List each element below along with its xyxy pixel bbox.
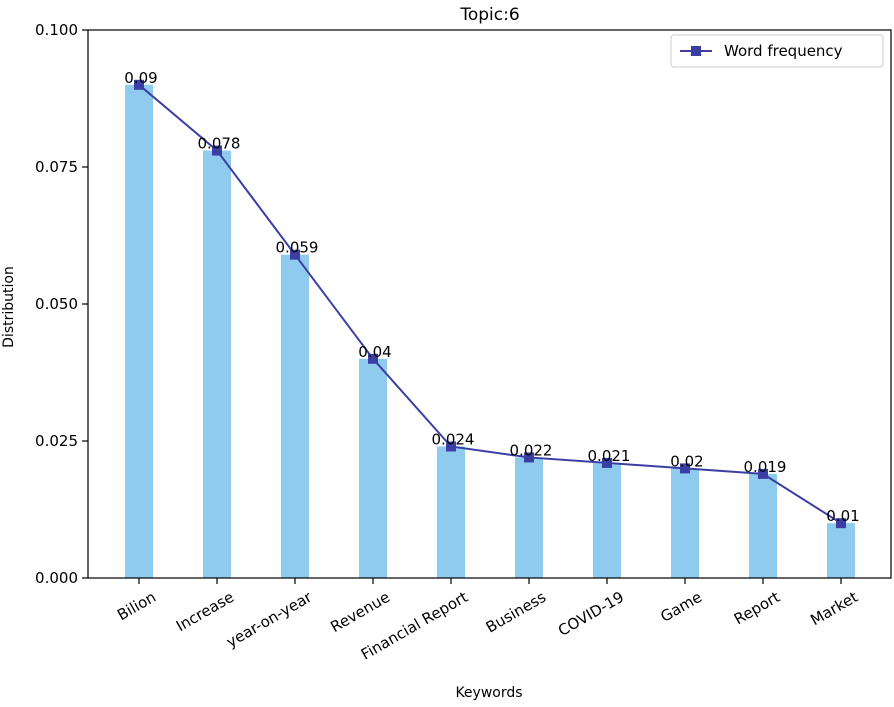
chart-title: Topic:6 xyxy=(459,5,519,25)
bars-group xyxy=(125,84,855,579)
series-point-8 xyxy=(758,468,768,479)
data-label-6: 0.021 xyxy=(588,447,631,465)
series-point-1 xyxy=(212,145,222,156)
bar-5 xyxy=(515,457,543,578)
series-point-7 xyxy=(680,463,690,474)
series-point-6 xyxy=(602,457,612,468)
data-label-4: 0.024 xyxy=(432,430,475,448)
y-tick-label-0: 0.000 xyxy=(35,569,78,587)
data-label-2: 0.059 xyxy=(276,239,319,257)
data-label-3: 0.04 xyxy=(358,343,391,361)
x-axis-title: Keywords xyxy=(455,685,522,701)
data-label-9: 0.01 xyxy=(826,507,859,525)
data-label-8: 0.019 xyxy=(744,458,787,476)
bar-1 xyxy=(203,150,231,578)
bar-4 xyxy=(437,446,465,578)
x-tick-label-8: Report xyxy=(731,588,783,629)
y-tick-label-2: 0.050 xyxy=(35,295,78,313)
series-point-5 xyxy=(524,452,534,463)
y-axis: 0.000 0.025 0.050 0.075 0.100 xyxy=(35,21,88,587)
x-tick-label-2: year-on-year xyxy=(223,587,315,651)
y-tick-label-4: 0.100 xyxy=(35,21,78,39)
data-labels-group: 0.09 0.078 0.059 0.04 0.024 0.022 0.021 0.02 0.0… xyxy=(124,69,859,525)
y-tick-label-1: 0.025 xyxy=(35,432,78,450)
y-tick-label-3: 0.075 xyxy=(35,158,78,176)
x-tick-label-3: Revenue xyxy=(327,588,393,636)
bar-8 xyxy=(749,473,777,578)
x-tick-label-0: Bilion xyxy=(114,588,159,624)
series-point-2 xyxy=(290,249,300,260)
x-tick-label-5: Business xyxy=(483,588,549,637)
series-point-0 xyxy=(134,79,144,90)
bar-2 xyxy=(281,254,309,578)
y-axis-title: Distribution xyxy=(1,266,17,348)
data-label-7: 0.02 xyxy=(670,452,703,470)
bar-9 xyxy=(827,523,855,578)
x-tick-label-6: COVID-19 xyxy=(555,588,627,640)
series-point-3 xyxy=(368,353,378,364)
bar-7 xyxy=(671,468,699,578)
data-label-1: 0.078 xyxy=(198,135,241,153)
series-point-9 xyxy=(836,518,846,529)
data-label-5: 0.022 xyxy=(510,441,553,459)
line-series-group xyxy=(134,79,846,529)
x-tick-label-7: Game xyxy=(657,588,705,626)
bar-6 xyxy=(593,462,621,578)
legend-marker-swatch xyxy=(691,46,701,56)
data-label-0: 0.09 xyxy=(124,69,157,87)
x-tick-label-9: Market xyxy=(807,588,861,629)
legend: Word frequency xyxy=(670,34,884,68)
bar-0 xyxy=(125,84,153,579)
series-point-4 xyxy=(446,441,456,452)
bar-3 xyxy=(359,358,387,578)
x-tick-label-1: Increase xyxy=(173,588,237,635)
series-line-word-frequency xyxy=(138,84,842,525)
legend-box xyxy=(670,34,884,68)
legend-entry-label: Word frequency xyxy=(724,42,843,60)
